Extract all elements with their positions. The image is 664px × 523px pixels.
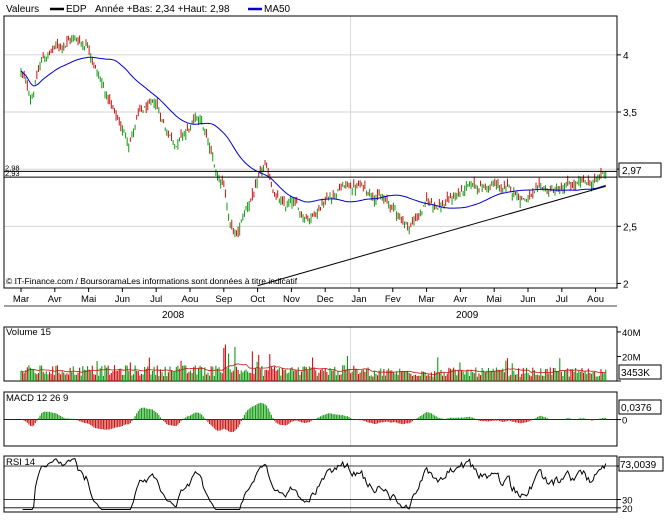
month-label: Fev [385, 294, 401, 305]
macd-y-tick-label: 0 [622, 416, 627, 427]
price-y-tick-label: 4 [623, 51, 629, 62]
month-label: Mar [13, 294, 29, 305]
macd-last-value: 0,0376 [621, 403, 652, 414]
month-label: Jul [556, 294, 568, 305]
month-label: Jun [115, 294, 130, 305]
price-y-tick-label: 2,5 [623, 222, 637, 233]
month-label: Avr [453, 294, 467, 305]
copyright-text: © IT-Finance.com / BoursoramaLes informa… [6, 276, 298, 286]
month-label: Dec [317, 294, 334, 305]
rsi-title: RSI 14 [6, 457, 35, 468]
rsi-frame [3, 455, 618, 513]
legend-label: Valeurs [6, 4, 39, 15]
trend-line [257, 185, 606, 287]
month-label: Mai [487, 294, 502, 305]
month-label: Sep [215, 294, 232, 305]
volume-last-value: 3453K [621, 368, 650, 379]
horizontal-level-label: 2,98 [5, 163, 20, 172]
rsi-line [22, 458, 607, 510]
month-label: Jul [150, 294, 162, 305]
month-label: Avr [48, 294, 62, 305]
month-label: Mai [81, 294, 96, 305]
price-candles [20, 34, 607, 238]
legend-symbol: EDP [66, 4, 87, 15]
rsi-y-tick-label: 30 [622, 495, 633, 506]
price-y-tick-label: 2 [623, 279, 629, 290]
month-label: Jun [520, 294, 535, 305]
rsi-y-tick-label: 20 [622, 504, 633, 515]
month-label: Oct [250, 294, 265, 305]
volume-title: Volume 15 [6, 327, 51, 338]
macd-histogram [22, 402, 607, 433]
price-value-box [618, 162, 662, 178]
month-label: Nov [283, 294, 300, 305]
price-last-value: 2,97 [622, 166, 642, 177]
price-frame [3, 15, 618, 289]
rsi-value-box [618, 456, 664, 472]
year-label: 2009 [456, 310, 479, 321]
legend-range: Année +Bas: 2,34 +Haut: 2,98 [95, 4, 230, 15]
year-label: 2008 [162, 310, 185, 321]
price-overlays: 2,982,93 [4, 163, 617, 287]
volume-y-tick-label: 20M [622, 352, 641, 363]
month-label: Mar [418, 294, 434, 305]
month-label: Aou [587, 294, 604, 305]
month-label: Jan [351, 294, 366, 305]
price-y-tick-label: 3,5 [623, 108, 637, 119]
rsi-last-value: 73,0039 [620, 460, 657, 471]
macd-value-box [618, 399, 662, 415]
volume-bars [20, 344, 607, 381]
volume-y-tick-label: 40M [622, 328, 641, 339]
month-label: Aou [182, 294, 199, 305]
panel-frames [3, 15, 618, 513]
macd-title: MACD 12 26 9 [6, 393, 68, 404]
volume-value-box [618, 364, 662, 380]
horizontal-level-label: 2,93 [5, 169, 20, 178]
price-grid [4, 16, 621, 512]
volume-average-line [20, 363, 606, 375]
ma50-line [20, 56, 606, 209]
macd-frame [3, 391, 618, 447]
legend-ma-label: MA50 [264, 4, 291, 15]
